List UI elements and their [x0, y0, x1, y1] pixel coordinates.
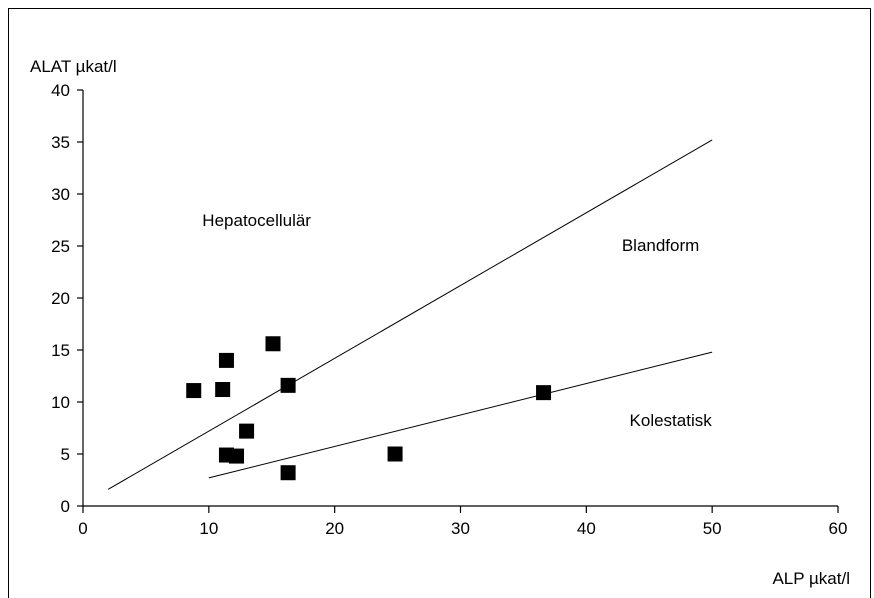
x-tick-label: 10 [199, 519, 218, 538]
labels: ALAT µkat/l ALP µkat/l [30, 57, 850, 588]
y-tick-label: 35 [51, 133, 70, 152]
reference-line [107, 139, 713, 490]
data-point [387, 446, 403, 462]
y-tick-label: 20 [51, 289, 70, 308]
x-tick-label: 20 [325, 519, 344, 538]
x-tick-label: 0 [78, 519, 87, 538]
axes: 0 5 10 15 20 25 30 35 40 0 10 20 30 40 50 60 [51, 81, 847, 538]
y-tick-label: 15 [51, 341, 70, 360]
x-tick-label: 40 [577, 519, 596, 538]
y-axis-label: ALAT µkat/l [30, 57, 117, 76]
y-tick-label: 0 [61, 497, 70, 516]
data-point [229, 448, 245, 464]
reference-line [208, 351, 713, 479]
x-tick-label: 60 [829, 519, 848, 538]
x-axis-label: ALP µkat/l [772, 569, 850, 588]
data-point [265, 336, 281, 352]
data-point [239, 423, 255, 439]
data-point [215, 382, 231, 398]
data-point [280, 377, 296, 393]
data-point [186, 383, 202, 399]
y-tick-label: 5 [61, 445, 70, 464]
y-tick-label: 25 [51, 237, 70, 256]
data-point [280, 465, 296, 481]
y-tick-label: 30 [51, 185, 70, 204]
data-point [218, 352, 234, 368]
region-label: Hepatocellulär [202, 211, 311, 230]
y-tick-label: 10 [51, 393, 70, 412]
x-tick-label: 30 [451, 519, 470, 538]
region-label: Kolestatisk [630, 411, 713, 430]
chart-frame [8, 8, 871, 598]
region-label: Blandform [622, 236, 699, 255]
region-annotations: Hepatocellulär Blandform Kolestatisk [202, 211, 712, 430]
data-points [186, 336, 552, 481]
x-tick-label: 50 [703, 519, 722, 538]
reference-lines [107, 139, 713, 490]
y-tick-label: 40 [51, 81, 70, 100]
data-point [536, 385, 552, 401]
